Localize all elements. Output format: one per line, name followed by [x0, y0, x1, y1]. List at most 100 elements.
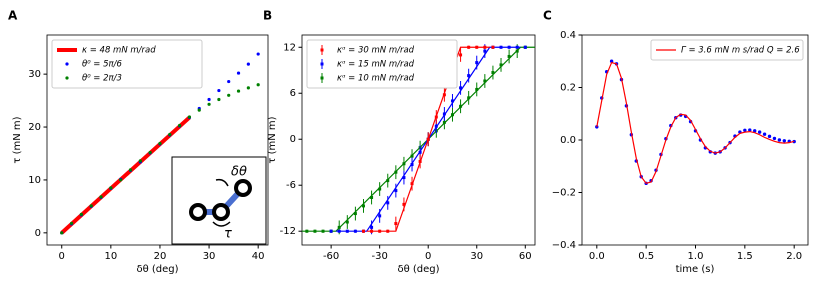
data-point	[236, 89, 241, 93]
x-tick-label: 60	[519, 251, 532, 262]
data-point	[227, 79, 231, 84]
data-point	[353, 212, 357, 216]
data-point	[491, 71, 495, 75]
data-point	[410, 182, 414, 186]
x-tick-label: 30	[470, 251, 483, 262]
data-point	[426, 137, 430, 141]
data-point	[370, 225, 374, 229]
data-point	[483, 49, 487, 53]
data-point	[442, 120, 446, 124]
data-point	[227, 93, 231, 97]
data-point	[69, 221, 74, 225]
data-point	[767, 134, 772, 139]
data-point	[523, 45, 527, 49]
x-tick-label: 20	[154, 251, 167, 262]
inset-label: δθ	[231, 165, 247, 180]
y-tick-label: -12	[280, 226, 296, 237]
data-point	[475, 45, 479, 49]
data-point	[499, 45, 503, 49]
y-tick-label: −0.4	[552, 240, 576, 251]
y-tick-label: 20	[28, 122, 41, 133]
data-point	[197, 108, 201, 112]
data-point	[507, 45, 511, 49]
y-tick-label: 0.4	[560, 30, 576, 41]
y-tick-label: -6	[286, 180, 296, 191]
data-point	[459, 53, 463, 57]
data-point	[753, 129, 757, 133]
data-point	[361, 204, 365, 208]
data-point	[345, 220, 349, 224]
data-point	[128, 168, 133, 172]
data-line	[596, 61, 795, 184]
data-point	[450, 99, 454, 103]
data-point	[337, 225, 341, 229]
legend-label: κᵅ = 15 mN m/rad	[337, 60, 415, 70]
data-point	[499, 63, 503, 67]
data-point	[313, 229, 317, 233]
legend-swatch	[320, 76, 324, 80]
plot-frame	[301, 34, 536, 246]
data-point	[138, 159, 142, 163]
data-point	[207, 97, 211, 102]
legend-label: κ = 48 mN m/rad	[82, 46, 156, 56]
inset-arrow	[212, 221, 231, 227]
data-point	[207, 102, 211, 106]
legend-label: Γ = 3.6 mN m s/rad Q = 2.6	[681, 46, 800, 56]
data-point	[386, 229, 390, 233]
legend-swatch	[65, 62, 69, 66]
data-point	[119, 178, 123, 182]
data-point	[434, 124, 438, 128]
data-point	[394, 222, 398, 226]
data-point	[386, 201, 390, 205]
data-point	[762, 132, 767, 136]
data-point	[434, 115, 438, 119]
y-tick-label: 12	[283, 42, 296, 53]
legend: Γ = 3.6 mN m s/rad Q = 2.6	[650, 39, 804, 61]
legend-label: κᵅ = 30 mN m/rad	[337, 46, 415, 56]
data-point	[256, 83, 260, 87]
data-point	[459, 104, 463, 108]
y-tick-label: 0.0	[560, 135, 576, 146]
data-point	[148, 150, 152, 155]
data-point	[378, 187, 382, 191]
data-point	[89, 204, 93, 208]
y-tick-label: 30	[28, 69, 41, 80]
data-point	[217, 97, 221, 102]
data-point	[345, 229, 349, 233]
x-tick-label: 10	[104, 251, 117, 262]
panel-letter: B	[263, 9, 272, 23]
data-point	[394, 189, 398, 193]
legend-label: θ⁰ = 2π/3	[82, 74, 122, 84]
y-tick-label: 0.2	[560, 83, 576, 94]
data-point	[187, 115, 192, 119]
data-point	[378, 229, 382, 233]
fit-line	[60, 116, 191, 235]
data-point	[321, 229, 325, 233]
data-point	[515, 49, 519, 53]
data-point	[777, 138, 782, 142]
inset-joint	[234, 179, 252, 197]
data-point	[378, 214, 382, 218]
y-axis-label: τ (mN m)	[267, 116, 278, 163]
data-point	[442, 112, 446, 116]
data-point	[329, 229, 333, 233]
y-tick-label: 0	[290, 134, 296, 145]
legend-swatch	[320, 48, 324, 52]
x-tick-label: 2.0	[786, 251, 802, 262]
y-tick-label: 6	[290, 88, 296, 99]
y-tick-label: 10	[28, 175, 41, 186]
data-point	[475, 61, 479, 65]
data-point	[782, 139, 787, 143]
x-tick-label: -60	[323, 251, 339, 262]
data-point	[168, 132, 172, 137]
inset-joint	[212, 203, 230, 221]
x-tick-label: 1.0	[688, 251, 704, 262]
x-tick-label: -30	[371, 251, 387, 262]
data-point	[772, 136, 777, 141]
panel-letter: C	[543, 9, 552, 23]
inset-joint	[189, 203, 207, 221]
data-point	[507, 54, 511, 58]
data-point	[109, 186, 113, 190]
x-tick-label: 0	[425, 251, 431, 262]
inset-frame	[171, 156, 267, 245]
